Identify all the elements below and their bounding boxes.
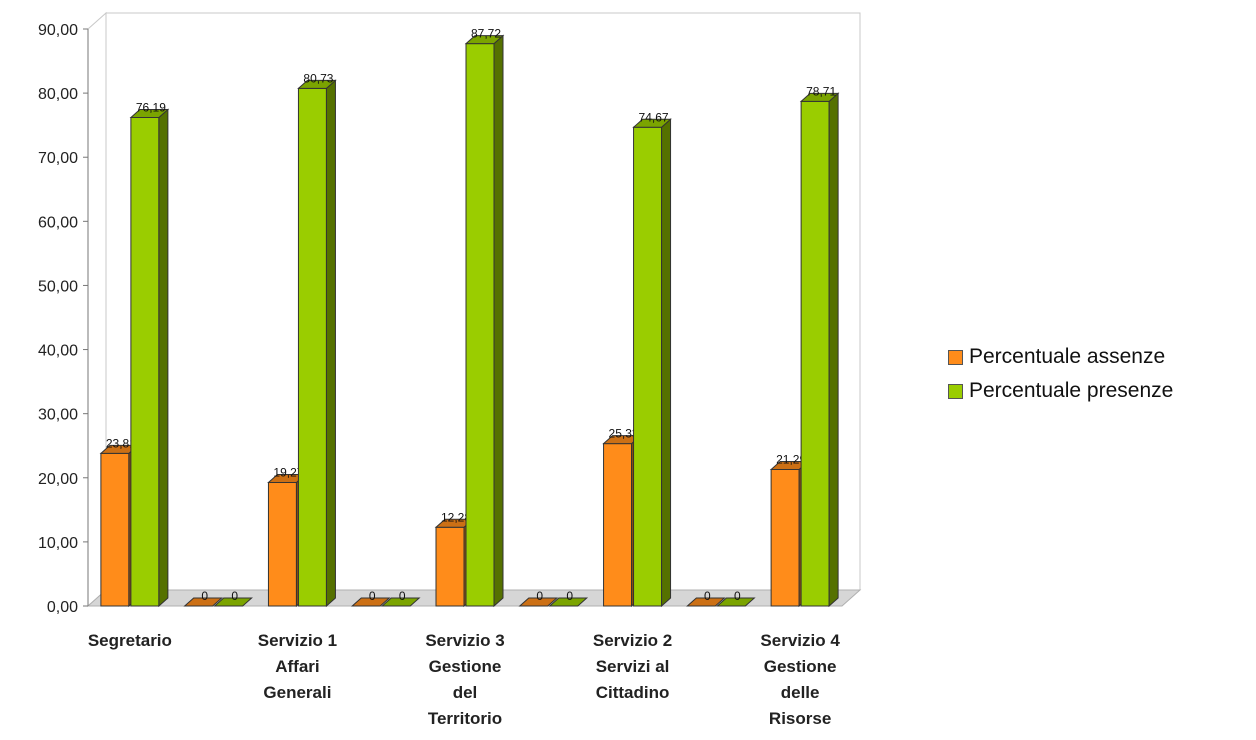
data-label: 0 [536, 589, 543, 603]
bar-assenze [686, 597, 726, 607]
legend-label-presenze: Percentuale presenze [969, 379, 1174, 402]
data-label: 78,71 [806, 84, 836, 98]
y-tick-label: 80,00 [38, 86, 78, 103]
y-tick-label: 30,00 [38, 407, 78, 424]
bar-presenze [464, 34, 505, 608]
y-tick-label: 70,00 [38, 150, 78, 167]
data-label: 80,73 [303, 71, 333, 85]
data-label: 12,28 [441, 510, 471, 524]
legend-label-assenze: Percentuale assenze [969, 345, 1166, 368]
bar-presenze [297, 79, 337, 608]
legend-swatch-assenze [948, 349, 963, 365]
bar-presenze [129, 108, 170, 608]
y-tick-label: 50,00 [38, 278, 78, 295]
bar-presenze [548, 597, 589, 607]
data-label: 25,33 [609, 427, 639, 441]
bar-presenze [799, 92, 840, 608]
data-label: 87,72 [471, 27, 501, 41]
y-tick-label: 0,00 [47, 599, 78, 616]
data-label: 74,67 [639, 110, 669, 124]
legend: Percentuale assenze Percentuale presenze [948, 340, 1173, 408]
data-label: 0 [399, 589, 406, 603]
data-label: 0 [231, 589, 238, 603]
y-tick-label: 40,00 [38, 343, 78, 360]
data-label: 23,81 [106, 436, 136, 450]
bar-presenze [632, 118, 672, 608]
bar-presenze [716, 597, 756, 607]
y-tick-label: 90,00 [38, 22, 78, 39]
data-label: 76,19 [136, 101, 166, 115]
bar-assenze [350, 597, 391, 607]
data-label: 0 [369, 589, 376, 603]
data-label: 19,27 [273, 465, 303, 479]
x-tick-label: Segretario [88, 631, 172, 650]
x-tick-label: Servizio 4 Gestione delle Risorse [760, 631, 840, 728]
legend-item-presenze: Percentuale presenze [948, 374, 1173, 408]
data-label: 0 [734, 589, 741, 603]
data-label: 21,29 [776, 453, 806, 467]
data-label: 0 [201, 589, 208, 603]
y-tick-label: 60,00 [38, 214, 78, 231]
bar-presenze [213, 597, 253, 607]
x-tick-label: Servizio 2 Servizi al Cittadino [593, 631, 672, 702]
legend-swatch-presenze [948, 383, 963, 399]
bar-assenze [518, 597, 559, 607]
x-tick-label: Servizio 3 Gestione del Territorio [425, 631, 504, 728]
x-tick-label: Servizio 1 Affari Generali [258, 631, 337, 702]
bar-assenze [183, 597, 223, 607]
legend-item-assenze: Percentuale assenze [948, 340, 1173, 374]
data-label: 0 [566, 589, 573, 603]
y-tick-label: 10,00 [38, 535, 78, 552]
y-tick-label: 20,00 [38, 471, 78, 488]
data-label: 0 [704, 589, 711, 603]
bar-presenze [380, 597, 421, 607]
